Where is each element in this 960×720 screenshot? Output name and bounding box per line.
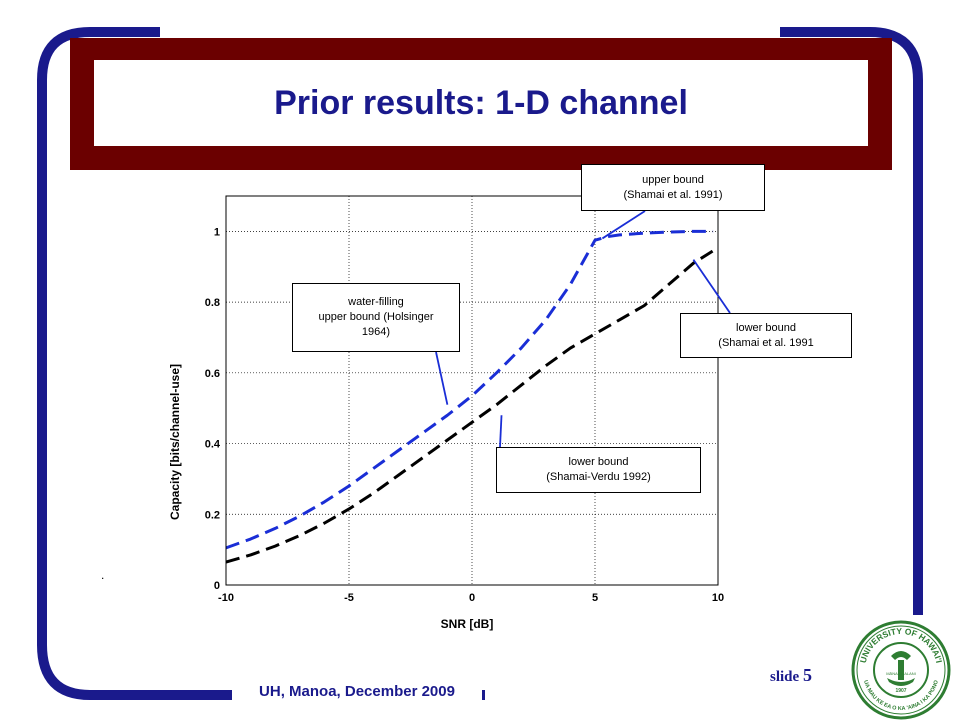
footer-text: UH, Manoa, December 2009	[232, 683, 482, 700]
y-tick-label: 0.8	[205, 297, 220, 309]
callout-text: 1964)	[361, 326, 391, 338]
callout-text: upper bound	[642, 173, 704, 186]
leader-line-lower-bound-shamai-verdu	[499, 415, 503, 448]
callout-text: upper bound (Holsinger	[318, 311, 434, 323]
leader-line-upper-bound-shamai	[601, 210, 646, 240]
y-axis-label: Capacity [bits/channel-use]	[168, 364, 182, 520]
callout-text: (Shamai-Verdu 1992)	[546, 471, 651, 483]
title-inner: Prior results: 1-D channel	[92, 58, 870, 148]
callout-text: lower bound	[568, 456, 629, 468]
callout-text: (Shamai et al. 1991)	[623, 188, 723, 201]
callout-text: lower bound	[736, 321, 796, 334]
callout-lower-bound-shamai-verdu: lower bound (Shamai-Verdu 1992)	[496, 447, 701, 493]
slide-label-text: slide	[770, 669, 800, 685]
leader-line-lower-bound-shamai	[692, 259, 731, 314]
series-line-upper	[225, 229, 714, 550]
leader-line-water-filling	[435, 351, 449, 405]
series-layer	[225, 229, 714, 564]
callout-text: water-filling	[348, 296, 404, 308]
logo-year: 1907	[895, 688, 906, 694]
y-tick-label: 0.2	[205, 509, 220, 521]
y-tick-label: 0.6	[205, 368, 220, 380]
university-seal-icon: UNIVERSITY OF HAWAI'I UA MAU KE EA O KA …	[851, 620, 951, 720]
grid-layer	[226, 196, 718, 585]
x-axis-label: SNR [dB]	[441, 617, 494, 631]
x-tick-label: 0	[469, 592, 475, 604]
logo-text-center: MĀNAIAKALANI	[886, 671, 916, 676]
plot-area	[225, 195, 719, 586]
callout-lower-bound-shamai: lower bound (Shamai et al. 1991	[680, 313, 852, 358]
x-tick-label: -10	[218, 592, 234, 604]
stray-dot: .	[101, 568, 104, 582]
y-tick-label: 1	[214, 226, 220, 238]
x-tick-label: 5	[592, 592, 598, 604]
x-tick-label: -5	[344, 592, 354, 604]
callout-text: (Shamai et al. 1991	[718, 336, 814, 349]
leader-layer	[435, 210, 731, 448]
title-banner: Prior results: 1-D channel	[70, 38, 892, 170]
callout-water-filling: water-filling upper bound (Holsinger 196…	[292, 283, 460, 352]
slide-number: 5	[802, 665, 812, 685]
slide-title: Prior results: 1-D channel	[274, 83, 688, 122]
axis-layer: -10 -5 0 5 10 0 0.2 0.4 0.6 0.8 1	[205, 195, 724, 604]
callout-upper-bound-shamai: upper bound (Shamai et al. 1991)	[581, 164, 765, 211]
series-line-lower	[225, 249, 714, 564]
y-tick-label: 0	[214, 580, 220, 592]
y-tick-label: 0.4	[205, 439, 221, 451]
slide-number-label: slide 5	[770, 665, 812, 686]
x-tick-label: 10	[712, 592, 724, 604]
